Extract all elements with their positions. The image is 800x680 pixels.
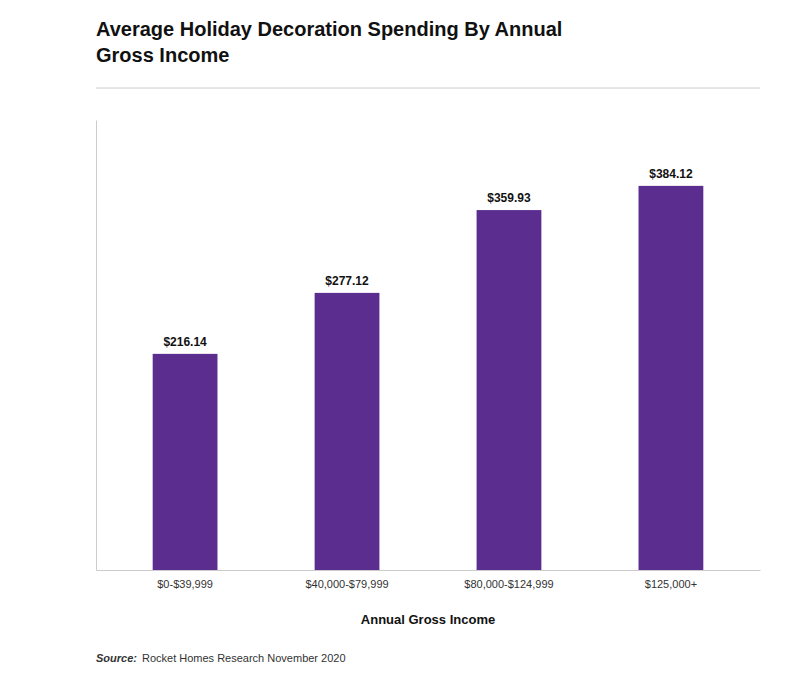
y-axis	[96, 121, 97, 571]
data-label: $216.14	[163, 335, 207, 349]
annotation: Rocket Homes Research November 2020	[142, 652, 346, 664]
x-tick-label: $80,000-$124,999	[464, 578, 553, 590]
bar	[315, 293, 380, 570]
bar	[639, 186, 704, 570]
x-tick-label: $40,000-$79,999	[305, 578, 388, 590]
x-tick-label: $0-$39,999	[157, 578, 213, 590]
y-axis-line	[96, 121, 97, 571]
data-label: $359.93	[487, 191, 531, 205]
x-axis-title: Annual Gross Income	[361, 612, 495, 627]
title: Average Holiday Decoration Spending By A…	[96, 18, 562, 66]
data-labels: $216.14 $277.12 $359.93 $384.12	[163, 167, 693, 349]
data-label: $384.12	[649, 167, 693, 181]
x-tick: $0-$39,999	[157, 570, 213, 590]
marks	[153, 186, 704, 570]
annotation: Source:	[96, 652, 137, 664]
x-axis: $0-$39,999 $40,000-$79,999 $80,000-$124,99…	[97, 570, 761, 590]
plot: $0-$39,999 $40,000-$79,999 $80,000-$124,99…	[97, 121, 761, 590]
bar	[153, 354, 218, 570]
x-tick: $125,000+	[645, 570, 697, 590]
x-axis-line	[97, 570, 761, 571]
x-tick-label: $125,000+	[645, 578, 697, 590]
data-label: $277.12	[325, 274, 369, 288]
x-tick: $80,000-$124,999	[464, 570, 553, 590]
x-tick: $40,000-$79,999	[305, 570, 388, 590]
separator	[96, 88, 760, 89]
bar	[477, 210, 542, 570]
chart: Average Holiday Decoration Spending By A…	[0, 0, 800, 680]
